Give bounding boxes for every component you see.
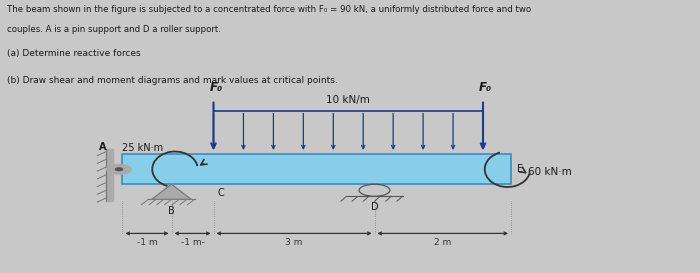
Text: 25 kN·m: 25 kN·m bbox=[122, 143, 164, 153]
Text: The beam shown in the figure is subjected to a concentrated force with F₀ = 90 k: The beam shown in the figure is subjecte… bbox=[7, 5, 531, 14]
Bar bbox=[122, 154, 511, 184]
Text: 2 m: 2 m bbox=[434, 238, 452, 247]
Text: 10 kN/m: 10 kN/m bbox=[326, 95, 370, 105]
Text: F₀: F₀ bbox=[210, 81, 223, 94]
Text: -1 m-: -1 m- bbox=[181, 238, 204, 247]
Text: A: A bbox=[99, 141, 106, 152]
Text: couples. A is a pin support and D a roller support.: couples. A is a pin support and D a roll… bbox=[7, 25, 221, 34]
Text: (b) Draw shear and moment diagrams and mark values at critical points.: (b) Draw shear and moment diagrams and m… bbox=[7, 76, 337, 85]
Polygon shape bbox=[152, 184, 191, 199]
Text: B: B bbox=[168, 206, 175, 216]
Text: C: C bbox=[217, 188, 224, 198]
Circle shape bbox=[106, 164, 132, 174]
Text: -1 m: -1 m bbox=[136, 238, 158, 247]
Text: D: D bbox=[371, 202, 378, 212]
Text: 3 m: 3 m bbox=[286, 238, 302, 247]
Circle shape bbox=[116, 168, 122, 171]
Text: F₀: F₀ bbox=[480, 81, 492, 94]
Polygon shape bbox=[106, 149, 113, 201]
Text: (a) Determine reactive forces: (a) Determine reactive forces bbox=[7, 49, 141, 58]
Text: E: E bbox=[517, 164, 523, 174]
Text: 60 kN·m: 60 kN·m bbox=[528, 167, 573, 177]
